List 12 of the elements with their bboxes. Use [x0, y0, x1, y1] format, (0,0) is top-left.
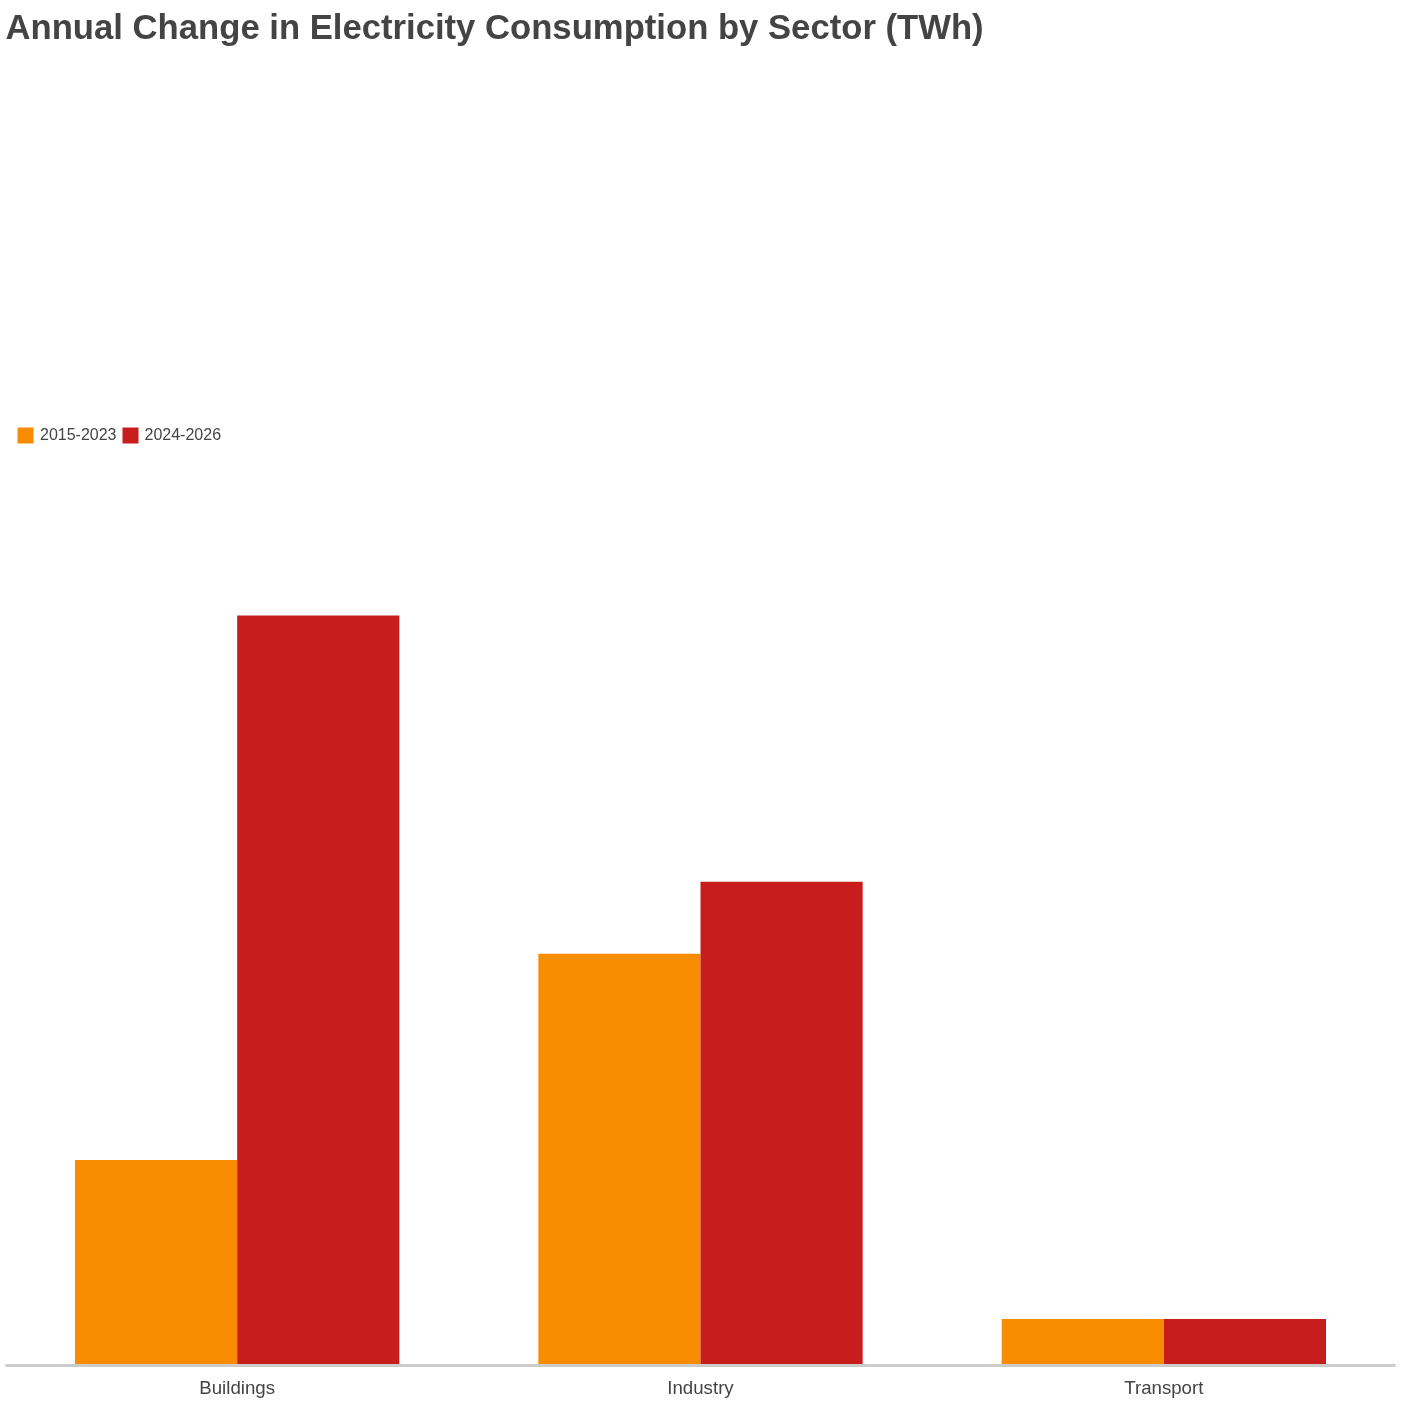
chart-title: Annual Change in Electricity Consumption by Sector (TWh) [5, 7, 984, 46]
bar [1163, 1319, 1326, 1366]
bar [75, 1160, 238, 1366]
bar [237, 615, 400, 1366]
legend-label: 2024-2026 [144, 426, 222, 444]
bar [538, 953, 701, 1366]
x-tick-label: Industry [667, 1376, 735, 1398]
legend-label: 2015-2023 [40, 426, 117, 444]
x-tick-label: Transport [1124, 1376, 1205, 1398]
bar [1001, 1319, 1164, 1366]
x-tick-label: Buildings [199, 1376, 276, 1398]
bar [700, 881, 863, 1366]
